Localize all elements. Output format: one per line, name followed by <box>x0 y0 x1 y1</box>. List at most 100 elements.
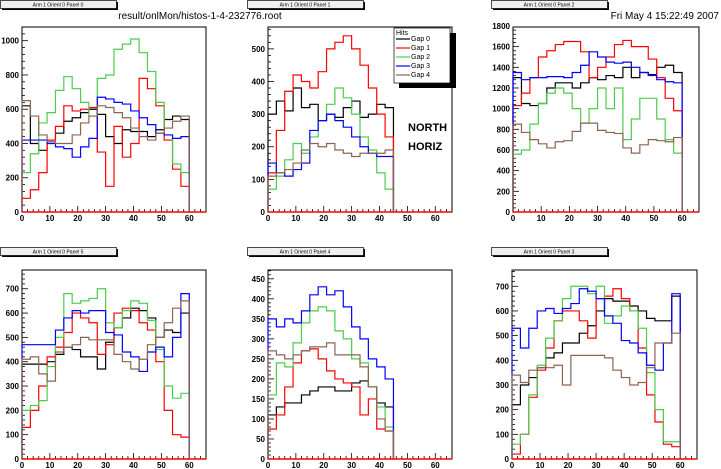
x-tick-label: 20 <box>564 461 573 469</box>
panel-title-box <box>0 0 117 9</box>
histogram-series-gap-3 <box>512 51 683 212</box>
histogram-series-gap-4 <box>21 100 190 212</box>
y-tick-label: 200 <box>496 406 510 415</box>
x-tick-label: 20 <box>319 214 328 223</box>
y-tick-label: 0 <box>15 455 20 464</box>
y-tick-label: 100 <box>252 415 266 424</box>
histogram-series-gap-4 <box>511 332 681 459</box>
y-tick-label: 400 <box>252 295 266 304</box>
y-tick-label: 600 <box>6 105 20 114</box>
histogram-series-gap-2 <box>512 87 683 212</box>
x-tick-label: 0 <box>266 214 271 223</box>
panel-title: Arm 1 Orient 0 Panel 3 <box>524 250 575 256</box>
legend-entry: Gap 0 <box>411 36 430 43</box>
y-tick-label: 800 <box>497 125 511 134</box>
x-tick-label: 0 <box>20 461 25 469</box>
histogram-series-gap-3 <box>267 286 395 459</box>
histogram-series-gap-4 <box>267 342 395 459</box>
y-tick-label: 400 <box>497 167 511 176</box>
x-tick-label: 0 <box>20 214 25 223</box>
x-tick-label: 60 <box>431 461 440 469</box>
histogram-panel: Arm 1 Orient 0 Panel 5010020030040050060… <box>0 247 207 469</box>
y-tick-label: 50 <box>256 435 265 444</box>
x-tick-label: 20 <box>565 214 574 223</box>
y-tick-label: 300 <box>252 335 266 344</box>
y-tick-label: 500 <box>6 333 20 342</box>
plot-frame <box>512 26 700 213</box>
y-tick-label: 300 <box>496 381 510 390</box>
legend-title: Hits <box>396 30 409 37</box>
histogram-series-gap-0 <box>267 380 395 459</box>
x-tick-label: 50 <box>403 214 412 223</box>
x-tick-label: 40 <box>375 214 384 223</box>
x-tick-label: 0 <box>511 214 516 223</box>
x-tick-label: 30 <box>101 461 110 469</box>
y-tick-label: 400 <box>6 358 20 367</box>
x-tick-label: 60 <box>431 214 440 223</box>
y-tick-label: 600 <box>497 146 511 155</box>
x-tick-label: 60 <box>678 214 687 223</box>
histogram-series-gap-2 <box>267 87 395 212</box>
x-tick-label: 60 <box>185 461 194 469</box>
x-tick-label: 20 <box>73 461 82 469</box>
x-tick-label: 20 <box>319 461 328 469</box>
y-tick-label: 350 <box>252 315 266 324</box>
y-tick-label: 250 <box>252 355 266 364</box>
y-tick-label: 1000 <box>1 37 19 46</box>
y-tick-label: 0 <box>506 208 511 217</box>
y-tick-label: 0 <box>261 208 266 217</box>
histogram-series-gap-2 <box>267 306 395 459</box>
panel-title: Arm 1 Orient 0 Panel 0 <box>33 3 84 9</box>
x-tick-label: 50 <box>648 461 657 469</box>
panel-title: Arm 1 Orient 0 Panel 4 <box>280 250 331 256</box>
panels: Arm 1 Orient 0 Panel 0020040060080010000… <box>0 0 700 469</box>
legend-entry: Gap 2 <box>411 54 430 61</box>
histogram-series-gap-1 <box>512 39 683 212</box>
x-tick-label: 10 <box>537 214 546 223</box>
x-tick-label: 30 <box>593 214 602 223</box>
annotation-horiz: HORIZ <box>408 141 443 153</box>
plot-frame <box>21 269 207 460</box>
histogram-series-gap-4 <box>512 122 683 212</box>
y-tick-label: 600 <box>496 307 510 316</box>
y-tick-label: 700 <box>6 285 20 294</box>
x-tick-label: 10 <box>45 214 54 223</box>
panel-title: Arm 1 Orient 0 Panel 1 <box>280 3 331 9</box>
x-tick-label: 40 <box>620 461 629 469</box>
panel-title-box <box>491 0 608 9</box>
y-tick-label: 200 <box>6 406 20 415</box>
x-tick-label: 50 <box>649 214 658 223</box>
annotation-north: NORTH <box>408 122 447 134</box>
date-stamp: Fri May 4 15:22:49 2007 <box>611 11 720 22</box>
histogram-panel: Arm 1 Orient 0 Panel 1 0 100 200 300 400 500 0 1… <box>247 0 453 223</box>
y-tick-label: 100 <box>252 175 266 184</box>
panel-title: Arm 1 Orient 0 Panel 2 <box>524 3 575 9</box>
panel-title-box <box>0 247 117 256</box>
x-tick-label: 30 <box>347 461 356 469</box>
histogram-series-gap-1 <box>267 35 395 212</box>
y-tick-label: 150 <box>252 395 266 404</box>
y-tick-label: 1800 <box>492 22 510 31</box>
y-tick-label: 500 <box>496 332 510 341</box>
y-tick-label: 600 <box>6 309 20 318</box>
x-tick-label: 30 <box>592 461 601 469</box>
legend-entry: Gap 3 <box>411 63 430 70</box>
panel-title: Arm 1 Orient 0 Panel 5 <box>33 250 84 256</box>
x-tick-label: 10 <box>536 461 545 469</box>
x-tick-label: 30 <box>347 214 356 223</box>
x-tick-label: 40 <box>621 214 630 223</box>
panel-title-box <box>247 0 364 9</box>
panel-title-box <box>247 247 364 256</box>
y-tick-label: 100 <box>496 430 510 439</box>
x-tick-label: 60 <box>676 461 685 469</box>
x-tick-label: 40 <box>129 461 138 469</box>
histogram-panel: Arm 1 Orient 0 Panel 3010020030040050060… <box>491 247 698 469</box>
x-tick-label: 20 <box>73 214 82 223</box>
x-tick-label: 50 <box>403 461 412 469</box>
y-tick-label: 100 <box>6 431 20 440</box>
x-tick-label: 50 <box>157 214 166 223</box>
y-tick-label: 0 <box>15 208 20 217</box>
histogram-series-gap-3 <box>267 113 395 212</box>
y-tick-label: 300 <box>252 110 266 119</box>
